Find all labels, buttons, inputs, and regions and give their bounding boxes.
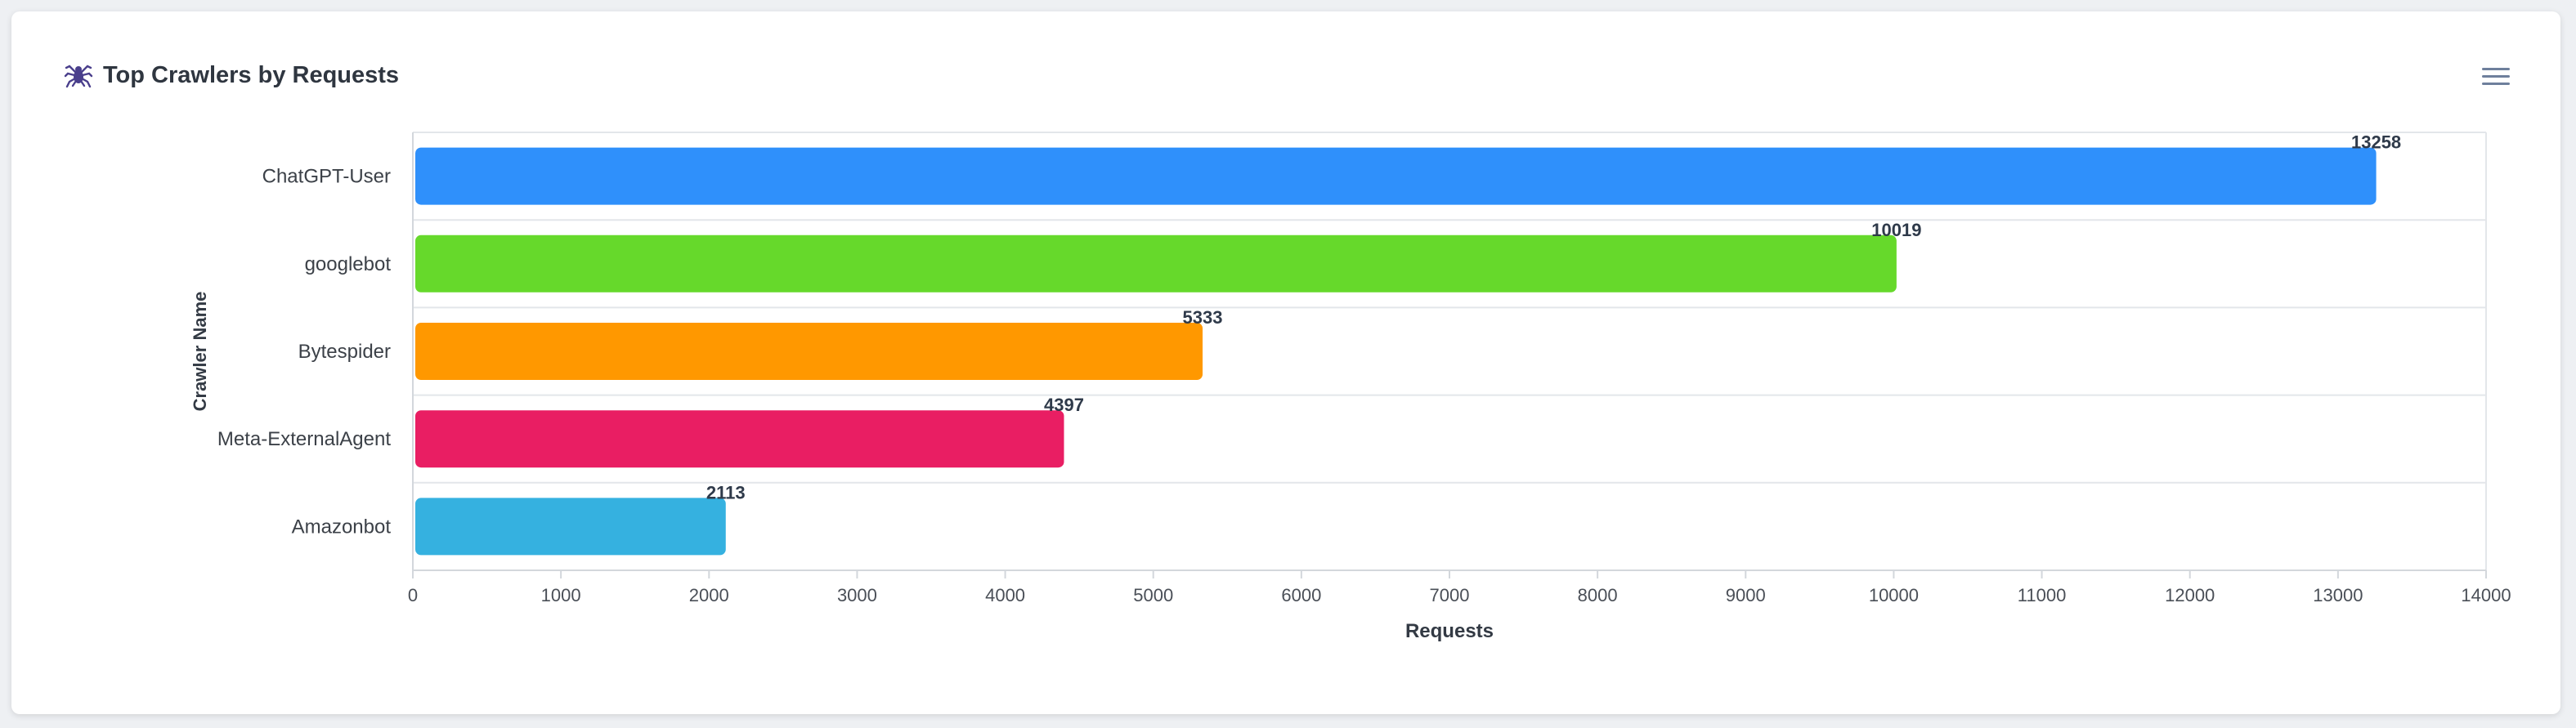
x-tick-label: 5000 <box>1133 585 1173 605</box>
x-tick-label: 8000 <box>1578 585 1618 605</box>
bar-meta-externalagent[interactable] <box>415 410 1064 468</box>
x-tick-label: 4000 <box>985 585 1025 605</box>
data-label: 4397 <box>1044 395 1084 415</box>
x-tick-label: 3000 <box>837 585 877 605</box>
y-category-label: Meta-ExternalAgent <box>217 428 391 450</box>
x-axis-title: Requests <box>1405 620 1494 642</box>
y-category-label: ChatGPT-User <box>262 166 391 188</box>
x-tick-label: 13000 <box>2313 585 2363 605</box>
x-tick-label: 6000 <box>1281 585 1321 605</box>
hamburger-menu-icon <box>2482 67 2510 70</box>
data-label: 13258 <box>2351 132 2401 153</box>
bar-chatgpt-user[interactable] <box>415 147 2377 205</box>
bar-googlebot[interactable] <box>415 234 1897 293</box>
data-label: 10019 <box>1871 220 1921 240</box>
chart-title: Top Crawlers by Requests <box>103 61 400 88</box>
x-tick-label: 9000 <box>1726 585 1766 605</box>
x-tick-label: 1000 <box>541 585 581 605</box>
x-tick-label: 12000 <box>2165 585 2215 605</box>
y-category-label: googlebot <box>305 253 392 275</box>
y-axis-title: Crawler Name <box>190 292 210 412</box>
x-tick-label: 0 <box>408 585 418 605</box>
x-tick-label: 2000 <box>689 585 729 605</box>
chart-menu-button[interactable] <box>2482 62 2510 90</box>
data-label: 2113 <box>706 482 746 502</box>
data-label: 5333 <box>1183 307 1223 328</box>
bar-amazonbot[interactable] <box>415 498 726 556</box>
spider-icon <box>64 65 93 88</box>
x-tick-label: 11000 <box>2018 585 2067 605</box>
x-tick-label: 10000 <box>1869 585 1919 605</box>
x-tick-label: 14000 <box>2461 585 2511 605</box>
chart-header: Top Crawlers by Requests <box>64 60 399 90</box>
x-tick-label: 7000 <box>1430 585 1470 605</box>
y-category-label: Amazonbot <box>292 516 392 538</box>
y-category-label: Bytespider <box>298 341 391 363</box>
bar-bytespider[interactable] <box>415 323 1203 380</box>
